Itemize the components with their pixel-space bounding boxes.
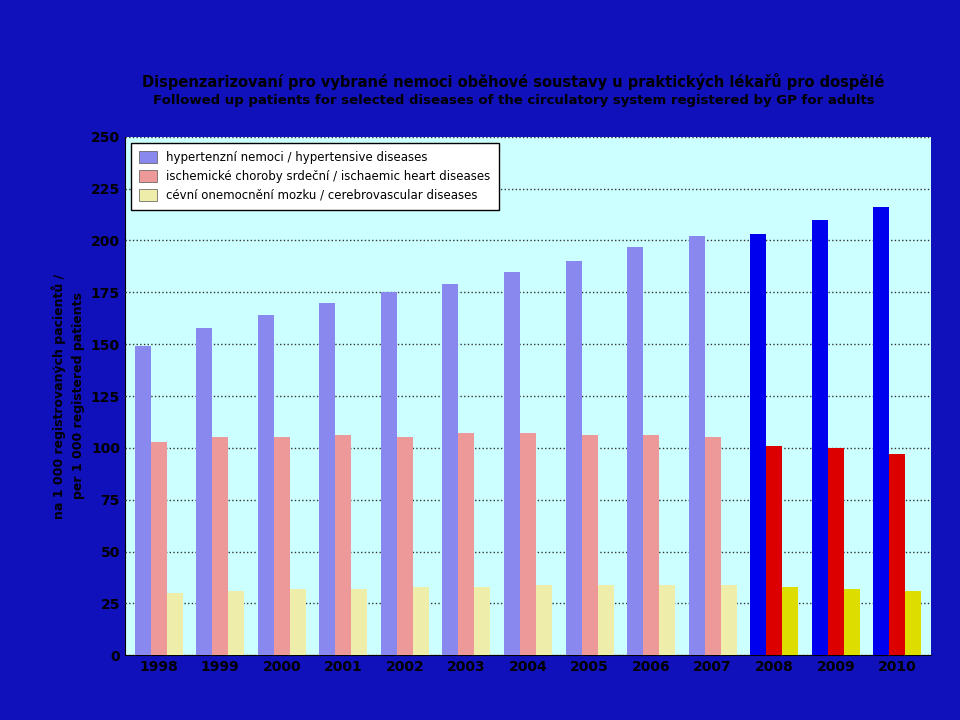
Bar (381, 292, 396, 655)
Bar (660, 585, 675, 655)
Bar (459, 433, 474, 655)
Bar (274, 438, 290, 655)
Bar (874, 207, 889, 655)
Bar (290, 589, 306, 655)
Bar (782, 587, 798, 655)
Bar (474, 587, 491, 655)
Bar (643, 436, 660, 655)
Bar (320, 302, 335, 655)
Text: Followed up patients for selected diseases of the circulatory system registered : Followed up patients for selected diseas… (153, 94, 875, 107)
Bar (151, 441, 167, 655)
Bar (167, 593, 182, 655)
Text: Dispenzarizovaní pro vybrané nemoci oběhové soustavy u praktických lékařů pro do: Dispenzarizovaní pro vybrané nemoci oběh… (142, 73, 885, 90)
Bar (351, 589, 368, 655)
Bar (520, 433, 536, 655)
Y-axis label: na 1 000 registrovaných pacientů /
per 1 000 registered patients: na 1 000 registrovaných pacientů / per 1… (52, 274, 85, 518)
Bar (889, 454, 905, 655)
Bar (196, 328, 212, 655)
Bar (597, 585, 613, 655)
Bar (565, 261, 582, 655)
Bar (335, 436, 351, 655)
Bar (582, 436, 597, 655)
Bar (688, 236, 705, 655)
Bar (396, 438, 413, 655)
Bar (228, 591, 244, 655)
Bar (413, 587, 429, 655)
Bar (750, 234, 766, 655)
Bar (443, 284, 459, 655)
Bar (844, 589, 860, 655)
Bar (212, 438, 228, 655)
Bar (721, 585, 736, 655)
Bar (812, 220, 828, 655)
Bar (828, 448, 844, 655)
Bar (134, 346, 151, 655)
Legend: hypertenzní nemoci / hypertensive diseases, ischemické choroby srdeční / ischaem: hypertenzní nemoci / hypertensive diseas… (131, 143, 498, 210)
Bar (258, 315, 274, 655)
Bar (627, 247, 643, 655)
Bar (705, 438, 721, 655)
Bar (766, 446, 782, 655)
Bar (536, 585, 552, 655)
Bar (905, 591, 922, 655)
Bar (504, 271, 520, 655)
